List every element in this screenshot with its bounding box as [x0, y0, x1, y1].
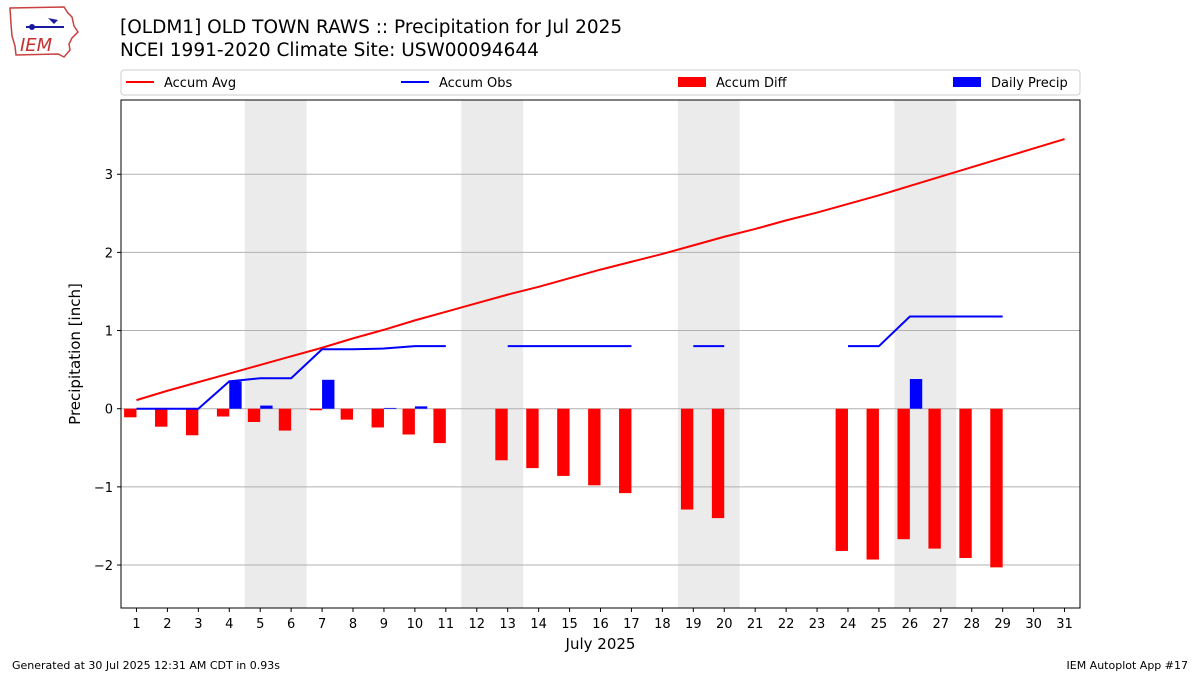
accum-diff-bar: [990, 408, 1003, 568]
x-tick-label: 8: [349, 617, 357, 632]
x-tick-label: 13: [499, 617, 516, 632]
accum-diff-bar: [185, 408, 199, 436]
accum-diff-bar: [959, 408, 972, 558]
chart-subtitle: NCEI 1991-2020 Climate Site: USW00094644: [120, 40, 539, 61]
legend-box: [120, 69, 1081, 96]
x-tick-label: 6: [287, 617, 295, 632]
accum-avg-line: [136, 138, 1065, 402]
weekend-shade: [677, 100, 740, 608]
accum-diff-bar: [309, 408, 323, 411]
accum-diff-bar: [557, 408, 570, 476]
x-tick-label: 24: [840, 617, 857, 632]
legend: Accum Avg Accum Obs Accum Diff Daily Precip: [120, 69, 1081, 96]
accum-diff-bar: [155, 408, 168, 427]
accum-diff-bar: [402, 408, 415, 435]
accum-diff-bar: [835, 408, 848, 551]
x-tick-label: 27: [933, 617, 950, 632]
x-tick-label: 20: [716, 617, 733, 632]
legend-swatch-bar: [953, 77, 981, 87]
y-tick-label: −2: [94, 559, 113, 574]
daily-precip-bar: [229, 381, 242, 409]
iowa-outline-shape: [9, 6, 79, 58]
x-tick-label: 23: [809, 617, 826, 632]
y-axis-label: Precipitation [inch]: [66, 283, 84, 425]
accum-diff-bar: [897, 408, 910, 540]
logo-station-dot: [29, 24, 35, 30]
x-tick-label: 21: [747, 617, 764, 632]
legend-label: Accum Obs: [439, 76, 512, 91]
accum-diff-bar: [680, 408, 694, 510]
accum-diff-bar: [619, 408, 632, 494]
x-tick-label: 31: [1056, 617, 1073, 632]
weekend-shading-layer: [244, 100, 957, 608]
x-tick-label: 16: [592, 617, 609, 632]
x-tick-label: 5: [256, 617, 264, 632]
accum-diff-bar: [216, 408, 230, 417]
logo-flag-shape: [48, 18, 58, 24]
x-tick-label: 7: [318, 617, 326, 632]
y-tick-label: 1: [105, 325, 113, 340]
accum-diff-bar: [495, 408, 508, 461]
x-tick-label: 1: [132, 617, 140, 632]
iem-logo: IEM: [6, 4, 82, 64]
accum-obs-line: [847, 315, 1003, 348]
footer-generated-text: Generated at 30 Jul 2025 12:31 AM CDT in…: [12, 659, 280, 672]
legend-swatch-bar: [678, 77, 706, 87]
x-tick-label: 28: [963, 617, 980, 632]
x-tick-label: 25: [871, 617, 888, 632]
x-tick-label: 19: [685, 617, 702, 632]
x-tick-label: 17: [623, 617, 640, 632]
accum-diff-bar: [711, 408, 725, 519]
legend-label: Daily Precip: [991, 76, 1068, 91]
accum-diff-bar: [588, 408, 601, 486]
x-tick-label: 9: [380, 617, 388, 632]
x-tick-label: 15: [561, 617, 578, 632]
x-tick-label: 26: [902, 617, 919, 632]
x-tick-label: 14: [530, 617, 547, 632]
x-tick-label: 30: [1025, 617, 1042, 632]
legend-label: Accum Diff: [716, 76, 788, 91]
legend-label: Accum Avg: [164, 76, 236, 91]
logo-text: IEM: [20, 35, 53, 56]
daily-precip-bar: [414, 406, 428, 409]
accum-diff-bar: [340, 408, 354, 420]
daily-precip-bar: [322, 379, 335, 409]
accum-diff-bar: [866, 408, 879, 560]
y-tick-label: 0: [105, 403, 113, 418]
accum-diff-bar: [433, 408, 446, 444]
y-tick-label: −1: [94, 481, 113, 496]
daily-precip-bar: [909, 379, 923, 409]
weekend-shade: [461, 100, 524, 608]
x-tick-label: 18: [654, 617, 671, 632]
x-tick-label: 12: [468, 617, 485, 632]
daily-precip-bar: [260, 405, 273, 409]
accum-obs-line: [136, 345, 446, 410]
x-axis-label: July 2025: [565, 635, 636, 653]
accum-diff-bar: [526, 408, 539, 469]
accum-diff-bar: [278, 408, 292, 431]
accum-diff-bar: [371, 408, 384, 428]
x-tick-label: 4: [225, 617, 233, 632]
bars-layer: [124, 379, 1003, 568]
accum-diff-bar: [247, 408, 261, 422]
x-tick-label: 2: [163, 617, 171, 632]
x-tick-label: 22: [778, 617, 795, 632]
x-tick-label: 29: [994, 617, 1011, 632]
chart-title: [OLDM1] OLD TOWN RAWS :: Precipitation f…: [120, 17, 623, 38]
y-tick-label: 2: [105, 246, 113, 261]
daily-precip-bar: [383, 407, 397, 409]
x-tick-label: 11: [438, 617, 455, 632]
lines-layer: [136, 138, 1065, 410]
x-tick-label: 3: [194, 617, 202, 632]
footer-app-text: IEM Autoplot App #17: [1066, 659, 1189, 672]
accum-diff-bar: [928, 408, 941, 549]
x-tick-label: 10: [407, 617, 424, 632]
y-tick-label: 3: [105, 168, 113, 183]
accum-diff-bar: [124, 408, 137, 418]
